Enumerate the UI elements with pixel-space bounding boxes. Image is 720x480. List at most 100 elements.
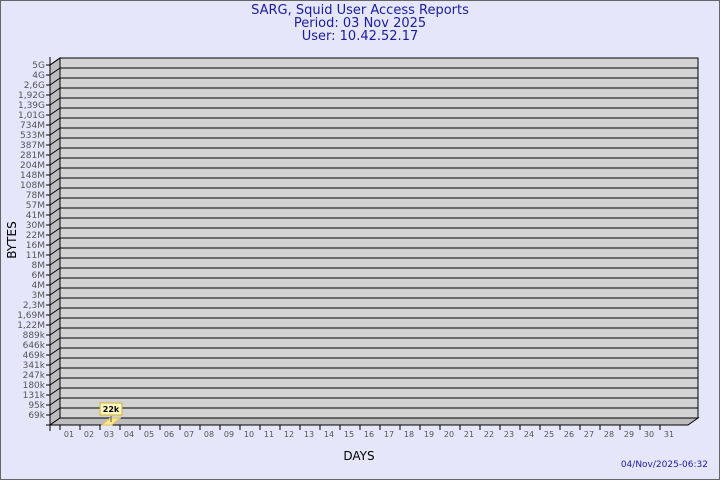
grid-line-side [49, 267, 61, 276]
grid-line-side [49, 297, 61, 306]
y-tick-label: 734M [20, 121, 45, 131]
x-tick-label: 18 [404, 430, 414, 439]
y-tick-label: 646k [23, 341, 46, 351]
grid-line-side [49, 57, 61, 66]
chart-title: SARG, Squid User Access Reports [251, 3, 469, 18]
grid-line-side [49, 117, 61, 126]
chart-period: Period: 03 Nov 2025 [293, 16, 427, 31]
y-tick-label: 95k [28, 401, 45, 411]
grid-line-side [49, 77, 61, 86]
grid-line-side [49, 317, 61, 326]
data-label-box [99, 402, 123, 416]
x-tick-label: 09 [224, 430, 234, 439]
y-tick-label: 204M [20, 161, 45, 171]
grid-line-side [49, 227, 61, 236]
x-tick-label: 31 [664, 430, 674, 439]
grid-line-side [49, 377, 61, 386]
y-tick-label: 5G [32, 61, 45, 71]
y-tick-label: 22M [26, 231, 45, 241]
y-tick-label: 8M [32, 261, 46, 271]
grid-line-side [49, 257, 61, 266]
y-tick-label: 108M [20, 181, 45, 191]
x-tick-label: 08 [204, 430, 214, 439]
x-tick-label: 16 [364, 430, 374, 439]
grid-line-side [49, 197, 61, 206]
grid-line-side [49, 287, 61, 296]
x-tick-label: 27 [584, 430, 594, 439]
y-tick-label: 533M [20, 131, 45, 141]
grid-line-side [49, 337, 61, 346]
y-tick-label: 387M [20, 141, 45, 151]
x-tick-label: 12 [284, 430, 294, 439]
y-tick-label: 16M [26, 241, 45, 251]
y-tick-label: 148M [20, 171, 45, 181]
x-tick-label: 20 [444, 430, 454, 439]
x-tick-label: 13 [304, 430, 314, 439]
grid-line-side [49, 397, 61, 406]
y-tick-label: 247k [23, 371, 46, 381]
y-tick-label: 1,39G [18, 101, 45, 111]
x-tick-label: 28 [604, 430, 614, 439]
x-tick-label: 07 [184, 430, 194, 439]
y-tick-label: 2,6G [24, 81, 45, 91]
y-tick-label: 3M [32, 291, 46, 301]
y-tick-label: 78M [26, 191, 45, 201]
y-tick-label: 11M [26, 251, 45, 261]
grid-line-side [49, 167, 61, 176]
grid-line-side [49, 307, 61, 316]
grid-line-side [49, 137, 61, 146]
x-tick-label: 14 [324, 430, 334, 439]
y-tick-label: 131k [23, 391, 46, 401]
x-axis-label: DAYS [343, 449, 374, 463]
y-tick-label: 57M [26, 201, 45, 211]
x-tick-label: 03 [104, 430, 114, 439]
grid-line-side [49, 367, 61, 376]
grid-line-side [49, 407, 61, 416]
grid-line-side [49, 147, 61, 156]
grid-line-side [49, 207, 61, 216]
grid-line-side [49, 277, 61, 286]
y-tick-label: 1,69M [17, 311, 45, 321]
y-tick-label: 4M [32, 281, 46, 291]
x-tick-label: 19 [424, 430, 434, 439]
grid-line-side [49, 67, 61, 76]
x-tick-label: 05 [144, 430, 154, 439]
x-tick-label: 17 [384, 430, 394, 439]
y-tick-label: 1,92G [18, 91, 45, 101]
grid-line-side [49, 177, 61, 186]
plot-floor [48, 417, 700, 426]
grid-line-side [49, 387, 61, 396]
chart-user: User: 10.42.52.17 [301, 29, 419, 44]
y-tick-label: 341k [23, 361, 46, 371]
y-tick-label: 180k [23, 381, 46, 391]
y-tick-label: 69k [28, 411, 45, 421]
grid-line-side [49, 247, 61, 256]
x-tick-label: 30 [644, 430, 654, 439]
x-tick-label: 04 [124, 430, 134, 439]
x-tick-label: 10 [244, 430, 254, 439]
y-tick-label: 1,01G [18, 111, 45, 121]
grid-line-side [49, 187, 61, 196]
y-tick-label: 469k [23, 351, 46, 361]
x-tick-label: 26 [564, 430, 574, 439]
y-tick-label: 4G [32, 71, 45, 81]
data-label: 22k [103, 405, 120, 414]
grid-line-side [49, 157, 61, 166]
x-tick-label: 25 [544, 430, 554, 439]
grid-line-side [49, 237, 61, 246]
y-tick-label: 2,3M [23, 301, 45, 311]
generated-timestamp: 04/Nov/2025-06:32 [620, 460, 708, 470]
x-tick-label: 01 [64, 430, 74, 439]
grid-line-side [49, 127, 61, 136]
x-tick-label: 22 [484, 430, 494, 439]
y-axis-label: BYTES [5, 221, 19, 258]
grid-line-side [49, 357, 61, 366]
x-tick-label: 11 [264, 430, 274, 439]
grid-line-side [49, 217, 61, 226]
x-tick-label: 23 [504, 430, 514, 439]
x-tick-label: 15 [344, 430, 354, 439]
y-tick-label: 41M [26, 211, 45, 221]
y-tick-label: 1,22M [17, 321, 45, 331]
x-tick-label: 02 [84, 430, 94, 439]
